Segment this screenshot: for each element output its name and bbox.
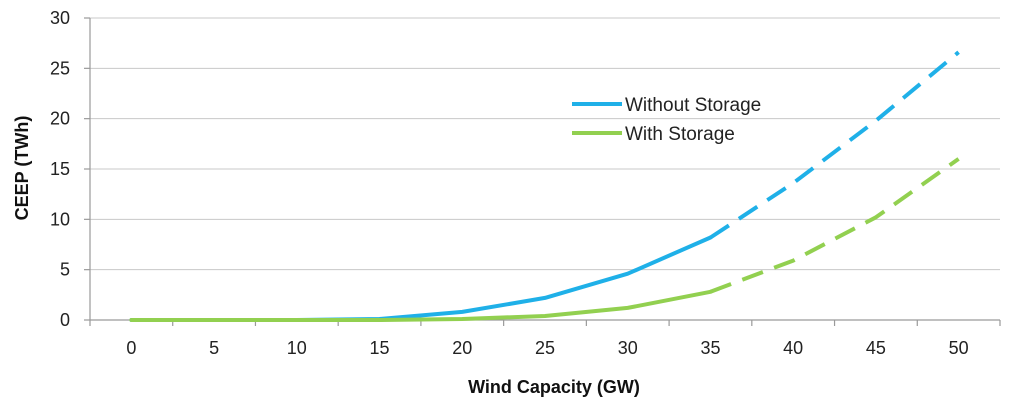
x-tick-label: 15 [370,338,390,358]
x-tick-label: 5 [209,338,219,358]
legend-label: With Storage [625,124,735,145]
legend-label: Without Storage [625,95,761,116]
x-tick-label: 25 [535,338,555,358]
y-tick-label: 10 [50,209,70,229]
x-tick-label: 10 [287,338,307,358]
series-lines [129,50,960,322]
x-tick-label: 30 [618,338,638,358]
x-axis-title: Wind Capacity (GW) [468,377,640,397]
x-tick-label: 0 [126,338,136,358]
y-tick-label: 15 [50,159,70,179]
series-line-dashed-without-storage [709,50,960,240]
x-tick-label: 40 [783,338,803,358]
x-tick-label: 20 [452,338,472,358]
x-tick-label: 35 [700,338,720,358]
series-line-dashed-with-storage [709,157,960,294]
y-tick-label: 20 [50,109,70,129]
y-tick-label: 25 [50,58,70,78]
axes: 0 5 10 15 20 25 30 0 5 10 15 20 25 30 35 40 45 50 [50,8,1001,358]
y-tick-label: 5 [60,260,70,280]
y-axis-title: CEEP (TWh) [12,116,32,221]
series-line-with-storage [129,289,713,322]
x-tick-label: 50 [949,338,969,358]
gridlines [90,17,1000,271]
legend: Without Storage With Storage [572,95,761,145]
x-tick-label: 45 [866,338,886,358]
y-tick-label: 30 [50,8,70,28]
y-tick-label: 0 [60,310,70,330]
